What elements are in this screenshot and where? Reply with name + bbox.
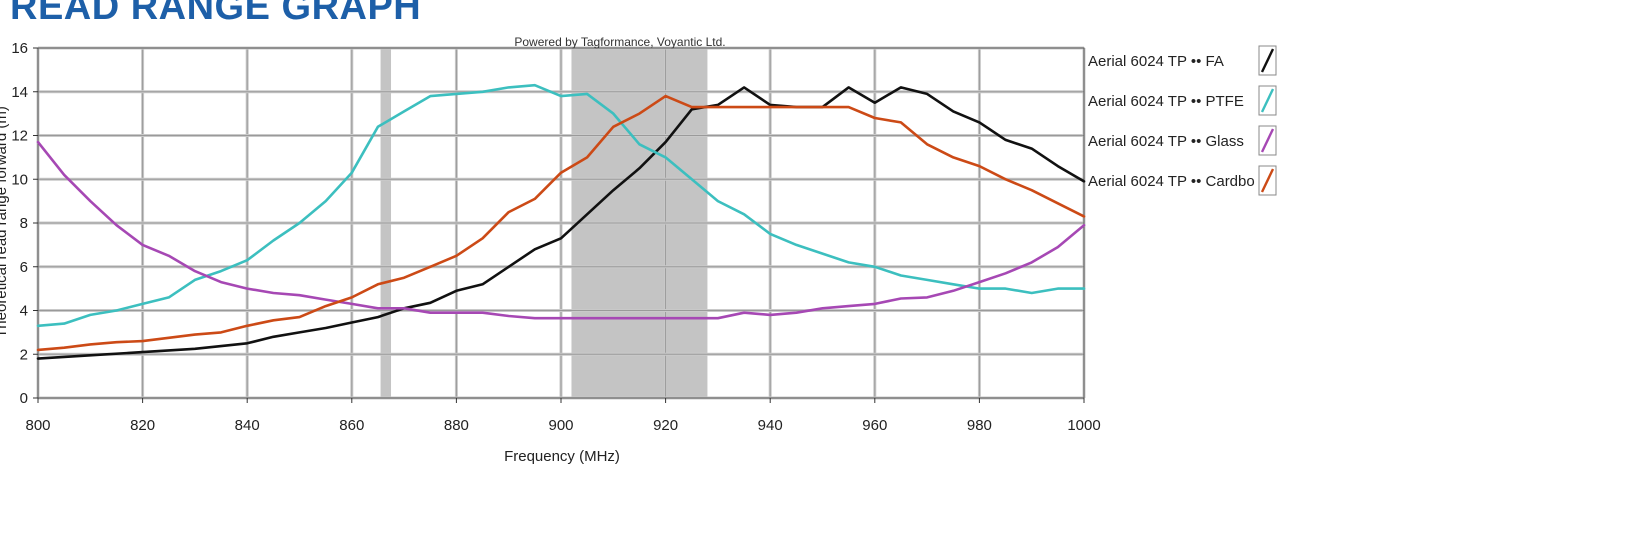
x-tick-label: 800	[25, 417, 50, 434]
x-tick-label: 1000	[1067, 417, 1100, 434]
y-tick-label: 10	[11, 171, 28, 188]
x-tick-label: 860	[339, 417, 364, 434]
legend-swatch-line-0	[1260, 48, 1275, 73]
series-line-0	[36, 86, 1086, 360]
legend-swatch-line-1	[1260, 88, 1275, 113]
series-line-3	[36, 94, 1086, 352]
x-tick-label: 920	[653, 417, 678, 434]
x-tick-label: 940	[758, 417, 783, 434]
y-tick-label: 12	[11, 128, 28, 145]
y-tick-label: 4	[20, 303, 28, 320]
chart-credit: Powered by Tagformance, Voyantic Ltd.	[514, 35, 725, 49]
y-tick-label: 14	[11, 84, 28, 101]
y-axis-title: Theoretical read range forward (m)	[0, 106, 10, 338]
x-axis-title: Frequency (MHz)	[504, 448, 620, 465]
x-tick-label: 820	[130, 417, 155, 434]
legend-label-0: Aerial 6024 TP •• FA	[1088, 53, 1224, 70]
series-line-2	[36, 140, 1086, 320]
y-tick-label: 16	[11, 40, 28, 57]
legend-label-2: Aerial 6024 TP •• Glass	[1088, 133, 1244, 150]
y-tick-label: 0	[20, 390, 28, 407]
series-lines	[36, 83, 1086, 360]
legend-label-1: Aerial 6024 TP •• PTFE	[1088, 93, 1244, 110]
x-tick-label: 980	[967, 417, 992, 434]
legend-swatch-line-3	[1260, 168, 1275, 193]
y-tick-label: 2	[20, 346, 28, 363]
x-tick-label: 880	[444, 417, 469, 434]
legend-label-3: Aerial 6024 TP •• Cardbo	[1088, 173, 1255, 190]
grid-lines	[36, 46, 1086, 400]
x-tick-label: 840	[235, 417, 260, 434]
page-title: READ RANGE GRAPH	[10, 0, 422, 28]
axes: 800 820 840 860 880 900 920 940 960 980 1000 0 2 4 6 8 1…	[11, 40, 1100, 434]
legend-swatch-line-2	[1260, 128, 1275, 153]
y-tick-label: 6	[20, 259, 28, 276]
x-tick-label: 900	[548, 417, 573, 434]
series-line-1	[36, 83, 1086, 328]
legend: Aerial 6024 TP •• FA Aerial 6024 TP •• PT…	[1088, 45, 1277, 196]
y-tick-label: 8	[20, 215, 28, 232]
x-tick-label: 960	[862, 417, 887, 434]
